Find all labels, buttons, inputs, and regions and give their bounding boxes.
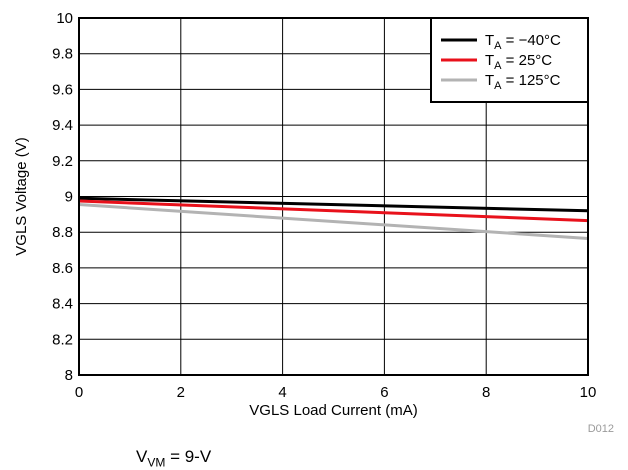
y-tick-label: 8.8 bbox=[52, 224, 73, 241]
legend-entry-1: TA = 25°C bbox=[485, 52, 552, 72]
tick-labels: 0 2 4 6 8 10 8 8.2 8.4 8.6 8.8 9 9.2 9.4 9.6 9.8 10 bbox=[52, 10, 596, 401]
figure-id: D012 bbox=[588, 423, 614, 435]
plot-frame bbox=[78, 17, 589, 376]
series-line-2 bbox=[78, 203, 589, 240]
x-tick-label: 2 bbox=[177, 384, 185, 401]
x-tick-label: 0 bbox=[75, 384, 83, 401]
y-tick-label: 9.2 bbox=[52, 153, 73, 170]
legend: TA = −40°CTA = 25°CTA = 125°C bbox=[430, 17, 589, 103]
legend-entry-0: TA = −40°C bbox=[485, 32, 561, 52]
legend-entry-2: TA = 125°C bbox=[485, 72, 561, 92]
x-tick-label: 10 bbox=[580, 384, 597, 401]
y-axis-label: VGLS Voltage (V) bbox=[13, 137, 30, 255]
footnote-rest: = 9-V bbox=[165, 447, 212, 466]
x-tick-label: 8 bbox=[482, 384, 490, 401]
footnote-main: V bbox=[136, 447, 148, 466]
y-tick-label: 9.6 bbox=[52, 81, 73, 98]
series-line-0 bbox=[78, 196, 589, 213]
y-tick-label: 8.6 bbox=[52, 260, 73, 277]
footnote: VVM = 9-V bbox=[136, 447, 211, 469]
y-tick-label: 8 bbox=[65, 367, 73, 384]
y-tick-label: 8.4 bbox=[52, 296, 73, 313]
x-tick-label: 4 bbox=[278, 384, 286, 401]
footnote-sub: VM bbox=[147, 455, 166, 470]
x-tick-label: 6 bbox=[380, 384, 388, 401]
x-axis-label: VGLS Load Current (mA) bbox=[249, 402, 417, 419]
y-tick-label: 9.8 bbox=[52, 46, 73, 63]
series-layer bbox=[78, 196, 589, 240]
y-tick-label: 9.4 bbox=[52, 117, 73, 134]
y-tick-label: 10 bbox=[56, 10, 73, 27]
series-line-1 bbox=[78, 199, 589, 223]
y-tick-label: 9 bbox=[65, 189, 73, 206]
y-tick-label: 8.2 bbox=[52, 331, 73, 348]
